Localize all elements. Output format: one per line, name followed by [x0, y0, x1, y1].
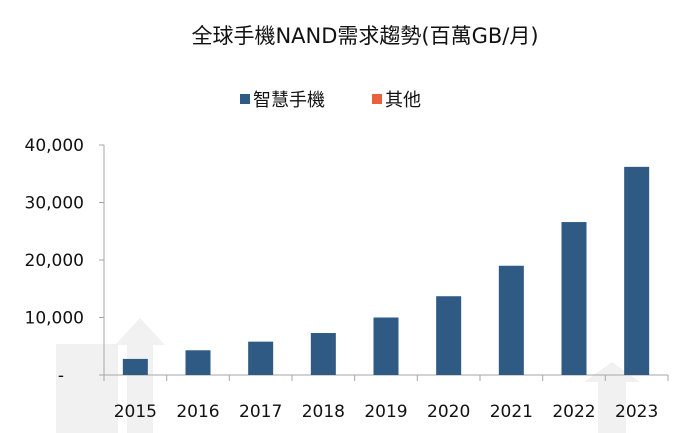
y-tick-label: 10,000 — [25, 309, 84, 329]
bars — [122, 166, 650, 375]
x-tick-label: 2016 — [176, 402, 219, 422]
x-tick-label: 2020 — [427, 402, 470, 422]
bar — [373, 317, 399, 375]
x-tick-labels: 2015 2016 2017 2018 2019 2020 2021 2022 2023 — [114, 402, 659, 422]
bar — [498, 265, 524, 375]
bar — [248, 341, 274, 375]
bar — [185, 350, 211, 375]
bar — [624, 166, 650, 375]
x-tick-label: 2022 — [552, 402, 595, 422]
bar — [122, 358, 148, 375]
y-tick-labels: - 10,000 20,000 30,000 40,000 — [25, 136, 84, 386]
chart-title: 全球手機NAND需求趨勢(百萬GB/月) — [191, 24, 538, 48]
legend-swatch — [372, 94, 382, 104]
legend-swatch — [240, 94, 250, 104]
y-tick-label: 40,000 — [25, 136, 84, 156]
y-tick-label: 30,000 — [25, 194, 84, 214]
x-tick-label: 2017 — [239, 402, 282, 422]
legend-label: 其他 — [385, 90, 421, 111]
x-tick-label: 2018 — [302, 402, 345, 422]
y-tick-label: - — [58, 366, 64, 386]
bar — [561, 222, 587, 375]
bar — [310, 333, 336, 375]
x-tick-label: 2021 — [490, 402, 533, 422]
x-tick-label: 2015 — [114, 402, 157, 422]
y-tick-label: 20,000 — [25, 251, 84, 271]
bar — [436, 296, 462, 375]
x-tick-label: 2023 — [615, 402, 658, 422]
legend-label: 智慧手機 — [253, 90, 325, 111]
legend: 智慧手機 其他 — [240, 90, 421, 111]
x-tick-label: 2019 — [364, 402, 407, 422]
